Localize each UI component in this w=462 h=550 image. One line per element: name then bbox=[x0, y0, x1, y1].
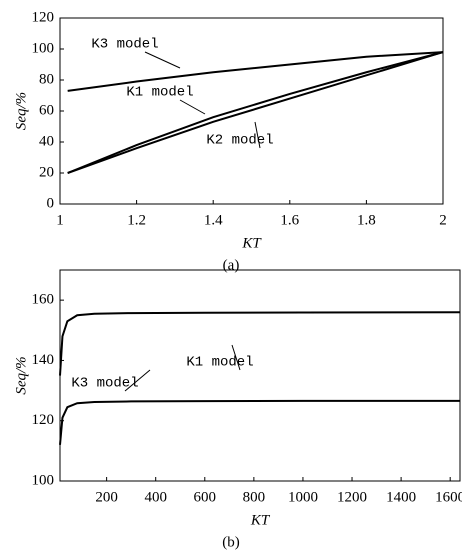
x-tick-label: 1 bbox=[56, 212, 64, 228]
x-tick-label: 1200 bbox=[337, 489, 367, 505]
x-tick-label: 400 bbox=[144, 489, 167, 505]
annotation-arrow bbox=[179, 99, 206, 115]
x-axis-label: KT bbox=[250, 512, 271, 528]
y-axis-label: Seq/% bbox=[13, 92, 29, 130]
x-tick-label: 800 bbox=[243, 489, 266, 505]
annotation: K1 model bbox=[126, 85, 193, 101]
x-axis-label: KT bbox=[241, 235, 262, 251]
annotation: K3 model bbox=[91, 37, 158, 53]
x-tick-label: 200 bbox=[95, 489, 118, 505]
y-tick-label: 100 bbox=[32, 472, 55, 488]
line bbox=[59, 311, 461, 376]
annotation: K2 model bbox=[206, 133, 273, 149]
x-tick-label: 1400 bbox=[386, 489, 416, 505]
line bbox=[67, 51, 444, 174]
caption: (a) bbox=[223, 257, 240, 273]
x-tick-label: 1.4 bbox=[204, 212, 223, 228]
y-tick-label: 40 bbox=[39, 133, 54, 149]
line bbox=[67, 51, 444, 174]
caption: (b) bbox=[222, 534, 240, 550]
x-tick-label: 1.6 bbox=[280, 212, 299, 228]
y-tick-label: 140 bbox=[32, 352, 55, 368]
x-tick-label: 1000 bbox=[288, 489, 318, 505]
x-tick-label: 600 bbox=[194, 489, 217, 505]
annotation-arrow bbox=[231, 344, 241, 371]
annotation-arrow bbox=[254, 121, 261, 149]
y-tick-label: 60 bbox=[39, 102, 54, 118]
annotation: K1 model bbox=[186, 355, 253, 371]
y-axis-label: Seq/% bbox=[13, 356, 29, 394]
y-tick-label: 160 bbox=[32, 292, 55, 308]
line bbox=[67, 51, 444, 92]
y-tick-label: 120 bbox=[32, 412, 55, 428]
annotation-arrow bbox=[124, 369, 151, 392]
line bbox=[59, 399, 460, 445]
y-tick-label: 20 bbox=[39, 164, 54, 180]
y-tick-label: 100 bbox=[32, 40, 55, 56]
x-tick-label: 1600 bbox=[435, 489, 462, 505]
y-tick-label: 80 bbox=[39, 71, 54, 87]
y-tick-label: 0 bbox=[47, 195, 55, 211]
x-tick-label: 1.8 bbox=[357, 212, 376, 228]
y-tick-label: 120 bbox=[32, 9, 55, 25]
x-tick-label: 1.2 bbox=[127, 212, 146, 228]
x-tick-label: 2 bbox=[439, 212, 447, 228]
annotation-arrow bbox=[144, 51, 181, 69]
annotation: K3 model bbox=[71, 376, 138, 392]
